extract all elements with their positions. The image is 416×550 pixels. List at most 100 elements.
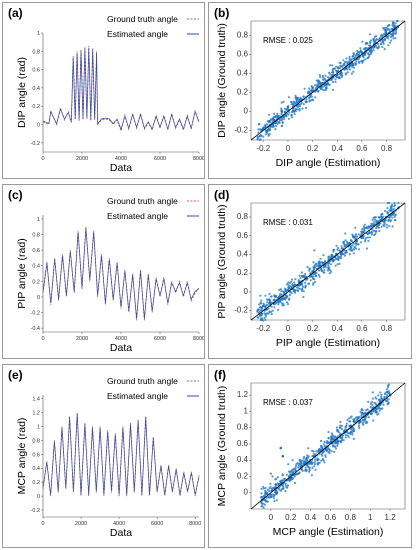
series-line-ground-truth xyxy=(42,45,200,133)
scatter-point xyxy=(371,407,374,410)
scatter-point xyxy=(333,450,336,453)
scatter-point xyxy=(318,73,321,77)
scatter-point xyxy=(303,87,306,90)
scatter-point xyxy=(269,485,272,488)
scatter-point xyxy=(288,297,291,300)
scatter-point xyxy=(336,246,340,250)
scatter-point xyxy=(321,76,324,79)
scatter-point xyxy=(312,261,315,264)
scatter-point xyxy=(288,111,291,114)
x-tick-label: 8000 xyxy=(189,521,201,527)
scatter-point xyxy=(371,397,374,400)
scatter-point xyxy=(356,49,359,53)
legend-label: Ground truth angle xyxy=(107,376,178,386)
scatter-point xyxy=(394,25,397,28)
y-tick-label: 0.8 xyxy=(237,30,249,39)
scatter-point xyxy=(354,236,357,239)
scatter-point xyxy=(390,39,393,42)
scatter-point xyxy=(377,46,380,49)
scatter-point xyxy=(392,37,395,40)
y-axis-label: MCP angle (rad) xyxy=(16,418,28,495)
scatter-point xyxy=(355,247,358,250)
scatter-point xyxy=(319,261,322,264)
scatter-point xyxy=(382,40,385,44)
x-tick-label: 0 xyxy=(41,336,44,342)
scatter-point xyxy=(271,493,274,496)
scatter-point xyxy=(263,312,266,315)
series-line-ground-truth xyxy=(42,412,200,497)
scatter-point xyxy=(379,43,382,46)
scatter-point xyxy=(282,297,285,300)
y-tick-label: -0.2 xyxy=(31,141,40,147)
scatter-point xyxy=(329,263,332,266)
scatter-point xyxy=(319,87,322,90)
scatter-point xyxy=(296,108,299,111)
x-axis-label: PIP angle (Estimation) xyxy=(276,337,380,349)
scatter-point xyxy=(342,429,346,433)
scatter-point xyxy=(351,62,354,65)
scatter-point xyxy=(294,467,297,470)
scatter-point xyxy=(262,135,265,138)
scatter-point xyxy=(260,299,263,302)
scatter-point xyxy=(270,312,273,316)
scatter-point xyxy=(297,462,300,465)
identity-line xyxy=(250,382,406,510)
y-tick-label: 0.6 xyxy=(237,439,249,448)
scatter-point xyxy=(393,215,396,218)
scatter-point xyxy=(312,267,315,270)
scatter-point xyxy=(339,441,343,444)
scatter-point xyxy=(373,401,376,404)
scatter-point xyxy=(307,447,310,450)
scatter-point xyxy=(363,229,366,232)
scatter-point xyxy=(364,42,367,46)
scatter-point xyxy=(360,241,363,244)
scatter-point xyxy=(276,112,279,115)
scatter-point xyxy=(381,407,384,410)
scatter-point xyxy=(332,258,335,261)
scatter-point xyxy=(343,61,346,64)
scatter-point xyxy=(356,53,359,56)
scatter-point xyxy=(313,463,316,466)
scatter-point xyxy=(346,418,349,421)
scatter-point xyxy=(315,271,318,274)
scatter-point xyxy=(387,401,390,404)
scatter-point xyxy=(278,288,281,291)
scatter-point xyxy=(287,113,290,116)
scatter-point xyxy=(314,468,317,471)
scatter-point xyxy=(370,400,373,404)
scatter-point xyxy=(311,98,315,101)
scatter-point xyxy=(316,462,319,465)
scatter-point xyxy=(309,272,312,275)
scatter-point xyxy=(363,223,366,226)
scatter-point xyxy=(257,316,260,319)
scatter-point xyxy=(348,68,352,71)
scatter-point xyxy=(386,394,389,397)
panel-title: (e) xyxy=(8,368,23,382)
identity-line xyxy=(250,20,406,141)
scatter-point xyxy=(348,59,351,62)
scatter-point xyxy=(290,280,293,283)
scatter-point xyxy=(275,477,278,480)
panel-e: (e) 0 2000 4000 6000 8000 -0.2 0 0.2 0.4 0.6 0.8 1 1.… xyxy=(2,364,205,548)
scatter-point xyxy=(308,269,311,272)
scatter-point xyxy=(375,227,378,230)
scatter-point xyxy=(312,266,315,269)
scatter-point xyxy=(263,499,266,502)
scatter-point xyxy=(330,79,333,82)
scatter-point xyxy=(391,21,394,24)
scatter-point xyxy=(387,390,390,393)
scatter-point xyxy=(273,112,276,115)
x-tick-label: 0.6 xyxy=(356,144,368,153)
scatter-point xyxy=(312,465,316,468)
scatter-point xyxy=(294,94,297,97)
scatter-point xyxy=(338,67,341,70)
y-tick-label: 0 xyxy=(244,287,249,296)
scatter-point xyxy=(331,434,334,437)
scatter-point xyxy=(365,421,368,424)
scatter-point xyxy=(366,236,369,239)
panel-f: (f) 0 0.2 0.4 0.6 0.8 1 1.2 0 0.2 0.4 0.6 0.8 1 1.2 MCP… xyxy=(208,364,412,548)
scatter-point xyxy=(306,456,309,459)
scatter-point xyxy=(367,232,370,235)
scatter-point xyxy=(364,237,367,240)
scatter-point xyxy=(277,114,281,117)
